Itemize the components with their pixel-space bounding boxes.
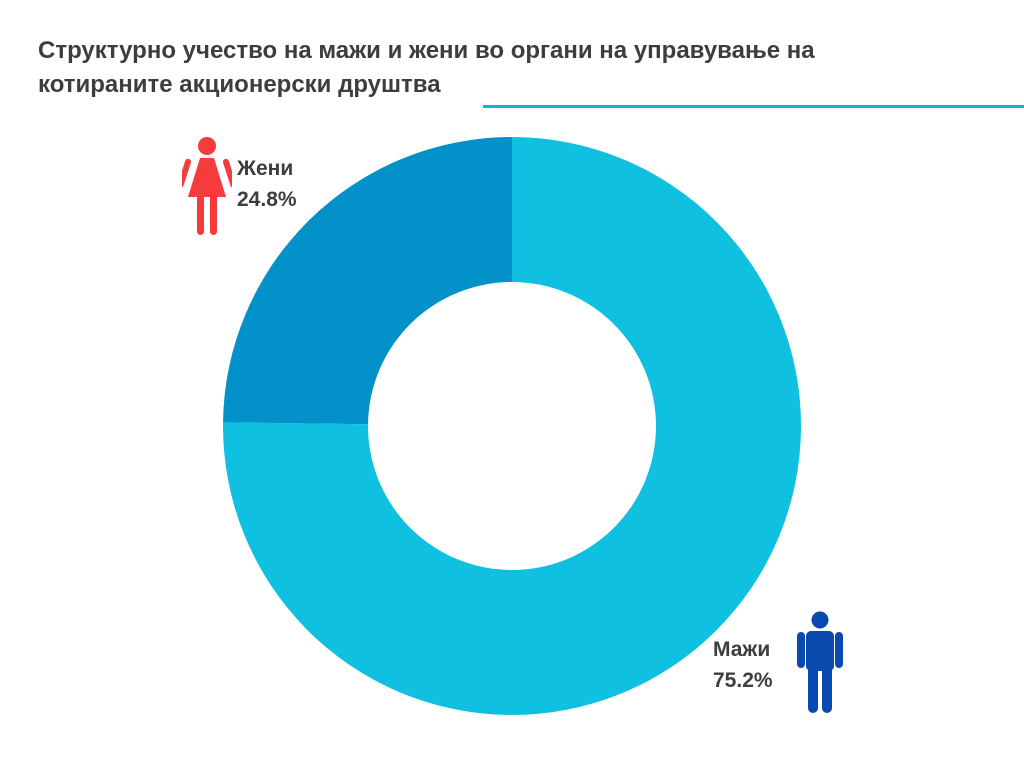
female-person-icon: [182, 137, 232, 235]
slice-value-women: 24.8%: [237, 188, 297, 211]
slice-value-men: 75.2%: [713, 669, 773, 692]
title-accent-rule: [483, 105, 1024, 108]
male-person-icon: [797, 611, 843, 713]
donut-slice-men: [222, 137, 801, 715]
donut-slice-women: [223, 137, 512, 425]
slice-category-women: Жени: [237, 157, 294, 180]
slice-category-men: Мажи: [713, 638, 771, 661]
chart-title: Структурно учество на мажи и жени во орг…: [38, 37, 815, 98]
slice-label-women: Жени 24.8%: [237, 153, 297, 215]
slice-label-men: Мажи 75.2%: [713, 634, 773, 696]
